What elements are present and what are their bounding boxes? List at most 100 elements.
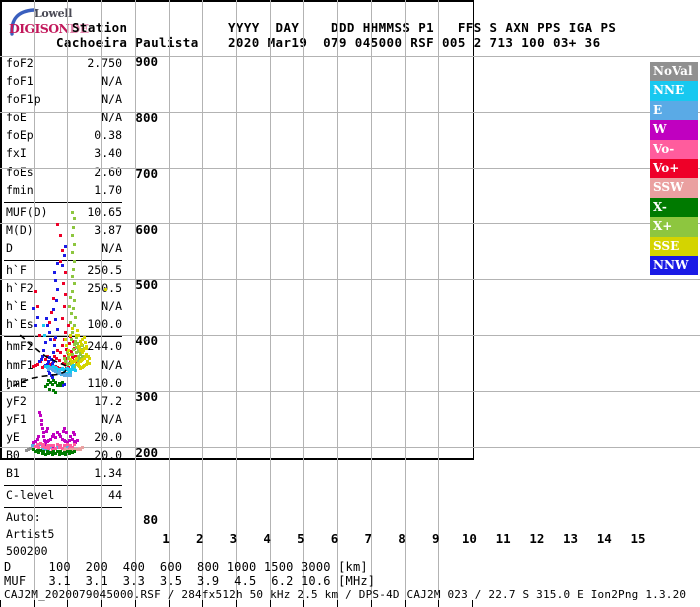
legend-item-nnw[interactable]: NNW bbox=[650, 255, 698, 276]
scatter-point-w bbox=[43, 438, 46, 442]
scatter-point-x bbox=[38, 449, 42, 453]
x-axis-tick bbox=[438, 600, 440, 607]
scatter-point-x bbox=[54, 452, 58, 456]
scatter-point-sse bbox=[76, 363, 80, 367]
station-name: Cachoeira Paulista bbox=[56, 35, 199, 50]
ionogram-parameter-panel: foF2 2.750 foF1 N/A foF1p N/A foE N/A foEp 0.38 fx… bbox=[2, 56, 126, 561]
param-row-hf: h`F 250.5 bbox=[2, 263, 126, 281]
scatter-point-x bbox=[76, 350, 80, 354]
param-key: yF1 bbox=[6, 411, 27, 426]
legend-item-vo[interactable]: Vo- bbox=[650, 139, 698, 159]
vertical-gridline bbox=[337, 0, 339, 600]
param-row-fof1p: foF1p N/A bbox=[2, 92, 126, 110]
scatter-point-vo bbox=[61, 361, 65, 365]
scatter-point-x bbox=[67, 304, 71, 308]
legend-item-noval[interactable]: NoVal bbox=[650, 62, 698, 82]
legend-item-e[interactable]: E bbox=[650, 100, 698, 121]
scatter-point-sse bbox=[85, 352, 89, 356]
legend-item-nne[interactable]: NNE bbox=[650, 81, 698, 101]
scatter-point-ssw bbox=[64, 448, 68, 452]
scatter-point-sse bbox=[65, 343, 69, 347]
scatter-point-w bbox=[57, 433, 61, 437]
scatter-point-x bbox=[71, 348, 75, 352]
x-tick-label: 15 bbox=[630, 531, 646, 546]
param-row-clevel: C-level 44 bbox=[2, 488, 126, 506]
scatter-point-vo bbox=[50, 447, 54, 451]
scatter-point-e bbox=[47, 368, 51, 372]
x-tick-label: 1 bbox=[162, 531, 170, 546]
param-row-he: h`E N/A bbox=[2, 299, 126, 317]
scatter-point-vo bbox=[71, 340, 75, 344]
scatter-point-w bbox=[38, 414, 42, 418]
param-row-yf1: yF1 N/A bbox=[2, 412, 126, 430]
scatter-point-x bbox=[70, 234, 74, 238]
scatter-point-w bbox=[55, 430, 59, 434]
scatter-point-x bbox=[68, 321, 72, 325]
scatter-point-nnw bbox=[47, 330, 51, 334]
param-row-d: D N/A bbox=[2, 241, 126, 259]
scatter-point-x bbox=[80, 347, 84, 351]
scatter-point-nnw bbox=[50, 362, 54, 366]
scatter-point-nnw bbox=[48, 371, 52, 375]
scatter-point-x bbox=[72, 450, 76, 454]
x-tick-label: 8 bbox=[398, 531, 406, 546]
scatter-point-sse bbox=[80, 351, 84, 355]
scatter-point-x bbox=[73, 217, 77, 221]
scatter-point-e bbox=[52, 369, 56, 373]
scatter-point-ssw bbox=[79, 447, 83, 451]
scatter-point-x bbox=[59, 383, 63, 387]
param-key: MUF(D) bbox=[6, 204, 48, 219]
scatter-point-vo bbox=[35, 442, 39, 446]
auto-line-0: Auto: bbox=[6, 510, 41, 525]
scatter-point-x bbox=[72, 323, 76, 327]
scatter-point-nnw bbox=[51, 351, 55, 355]
legend-item-vo[interactable]: Vo+ bbox=[650, 158, 698, 179]
vertical-gridline bbox=[67, 0, 69, 600]
scatter-point-vo bbox=[61, 316, 65, 320]
divider-5 bbox=[4, 507, 122, 509]
legend-item-w[interactable]: W bbox=[650, 120, 698, 140]
param-key: D bbox=[6, 240, 13, 255]
scatter-point-vo bbox=[71, 355, 75, 359]
param-value: N/A bbox=[101, 299, 122, 314]
scatter-point-w bbox=[39, 418, 43, 422]
y-tick-label: 900 bbox=[135, 54, 158, 69]
scatter-point-x bbox=[69, 312, 73, 316]
scatter-point-w bbox=[74, 440, 78, 444]
scatter-point-w bbox=[51, 445, 55, 449]
scatter-point-vo bbox=[35, 304, 39, 308]
legend-item-x[interactable]: X- bbox=[650, 197, 698, 218]
scatter-point-vo bbox=[65, 347, 69, 351]
scatter-point-nnw bbox=[63, 245, 67, 249]
scatter-point-nnw bbox=[43, 341, 47, 345]
scatter-point-vo bbox=[52, 443, 56, 447]
scatter-point-vo bbox=[56, 223, 60, 227]
scatter-point-vo bbox=[53, 354, 57, 358]
auto-line-1: Artist5 bbox=[6, 527, 55, 542]
scatter-point-nne bbox=[69, 371, 73, 375]
scatter-point-w bbox=[67, 438, 71, 442]
scatter-point-ssw bbox=[62, 448, 66, 452]
scatter-point-vo bbox=[33, 290, 37, 294]
scatter-point-nnw bbox=[40, 354, 44, 358]
scatter-point-vo bbox=[63, 293, 67, 297]
scatter-point-vo bbox=[57, 446, 61, 450]
x-axis-tick bbox=[236, 600, 237, 607]
legend-item-ssw[interactable]: SSW bbox=[650, 178, 698, 198]
legend-item-x[interactable]: X+ bbox=[650, 217, 698, 237]
legend-item-sse[interactable]: SSE bbox=[650, 236, 698, 256]
scatter-point-vo bbox=[48, 362, 52, 366]
scatter-point-w bbox=[47, 438, 51, 442]
x-tick-label: 4 bbox=[263, 531, 271, 546]
vertical-gridline bbox=[202, 0, 204, 600]
scatter-point-w bbox=[40, 427, 44, 431]
scatter-point-x bbox=[78, 357, 82, 361]
scatter-point-nne bbox=[74, 369, 78, 373]
footer-distance-row: D 100 200 400 600 800 1000 1500 3000 [km… bbox=[4, 560, 368, 574]
param-value: 2.750 bbox=[87, 56, 122, 70]
x-axis-tick bbox=[33, 600, 35, 607]
scatter-point-e bbox=[49, 446, 53, 450]
scatter-point-nne bbox=[44, 364, 48, 368]
horizontal-gridline bbox=[0, 55, 700, 57]
